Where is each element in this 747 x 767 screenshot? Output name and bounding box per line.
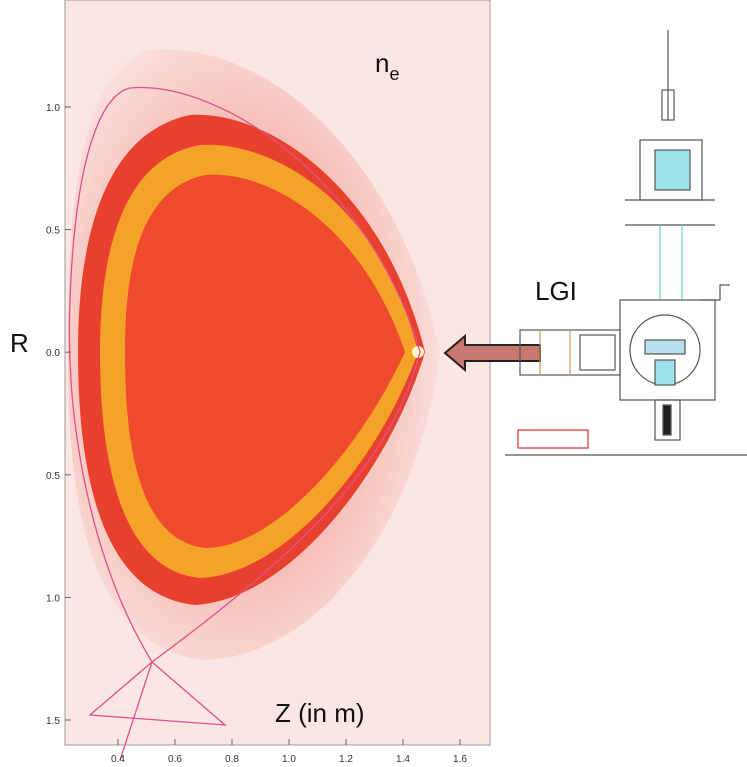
- x-tick-label: 1.4: [396, 754, 410, 765]
- separatrix: [68, 86, 421, 761]
- x-tick-label: 0.4: [111, 754, 125, 765]
- instrument-drawing: [505, 30, 747, 456]
- y-tick-label: 1.0: [46, 593, 60, 604]
- x-tick-label: 0.8: [225, 754, 239, 765]
- y-tick-label: 1.0: [46, 103, 60, 114]
- x-tick-label: 1.0: [282, 754, 296, 765]
- x-axis-label: Z (in m): [275, 698, 365, 728]
- x-tick-label: 1.2: [339, 754, 353, 765]
- arrow: [443, 333, 541, 373]
- y-tick-label: 0.0: [46, 348, 60, 359]
- hot-spot: [412, 346, 424, 358]
- y-tick-label: 1.5: [46, 716, 60, 727]
- instrument-label: LGI: [535, 276, 577, 306]
- density-label: ne: [375, 48, 399, 84]
- y-tick-label: 0.5: [46, 226, 60, 237]
- x-tick-label: 1.6: [453, 754, 467, 765]
- y-axis-label: R: [10, 328, 29, 358]
- density-core: [125, 174, 405, 548]
- y-tick-label: 0.5: [46, 471, 60, 482]
- x-tick-label: 0.6: [168, 754, 182, 765]
